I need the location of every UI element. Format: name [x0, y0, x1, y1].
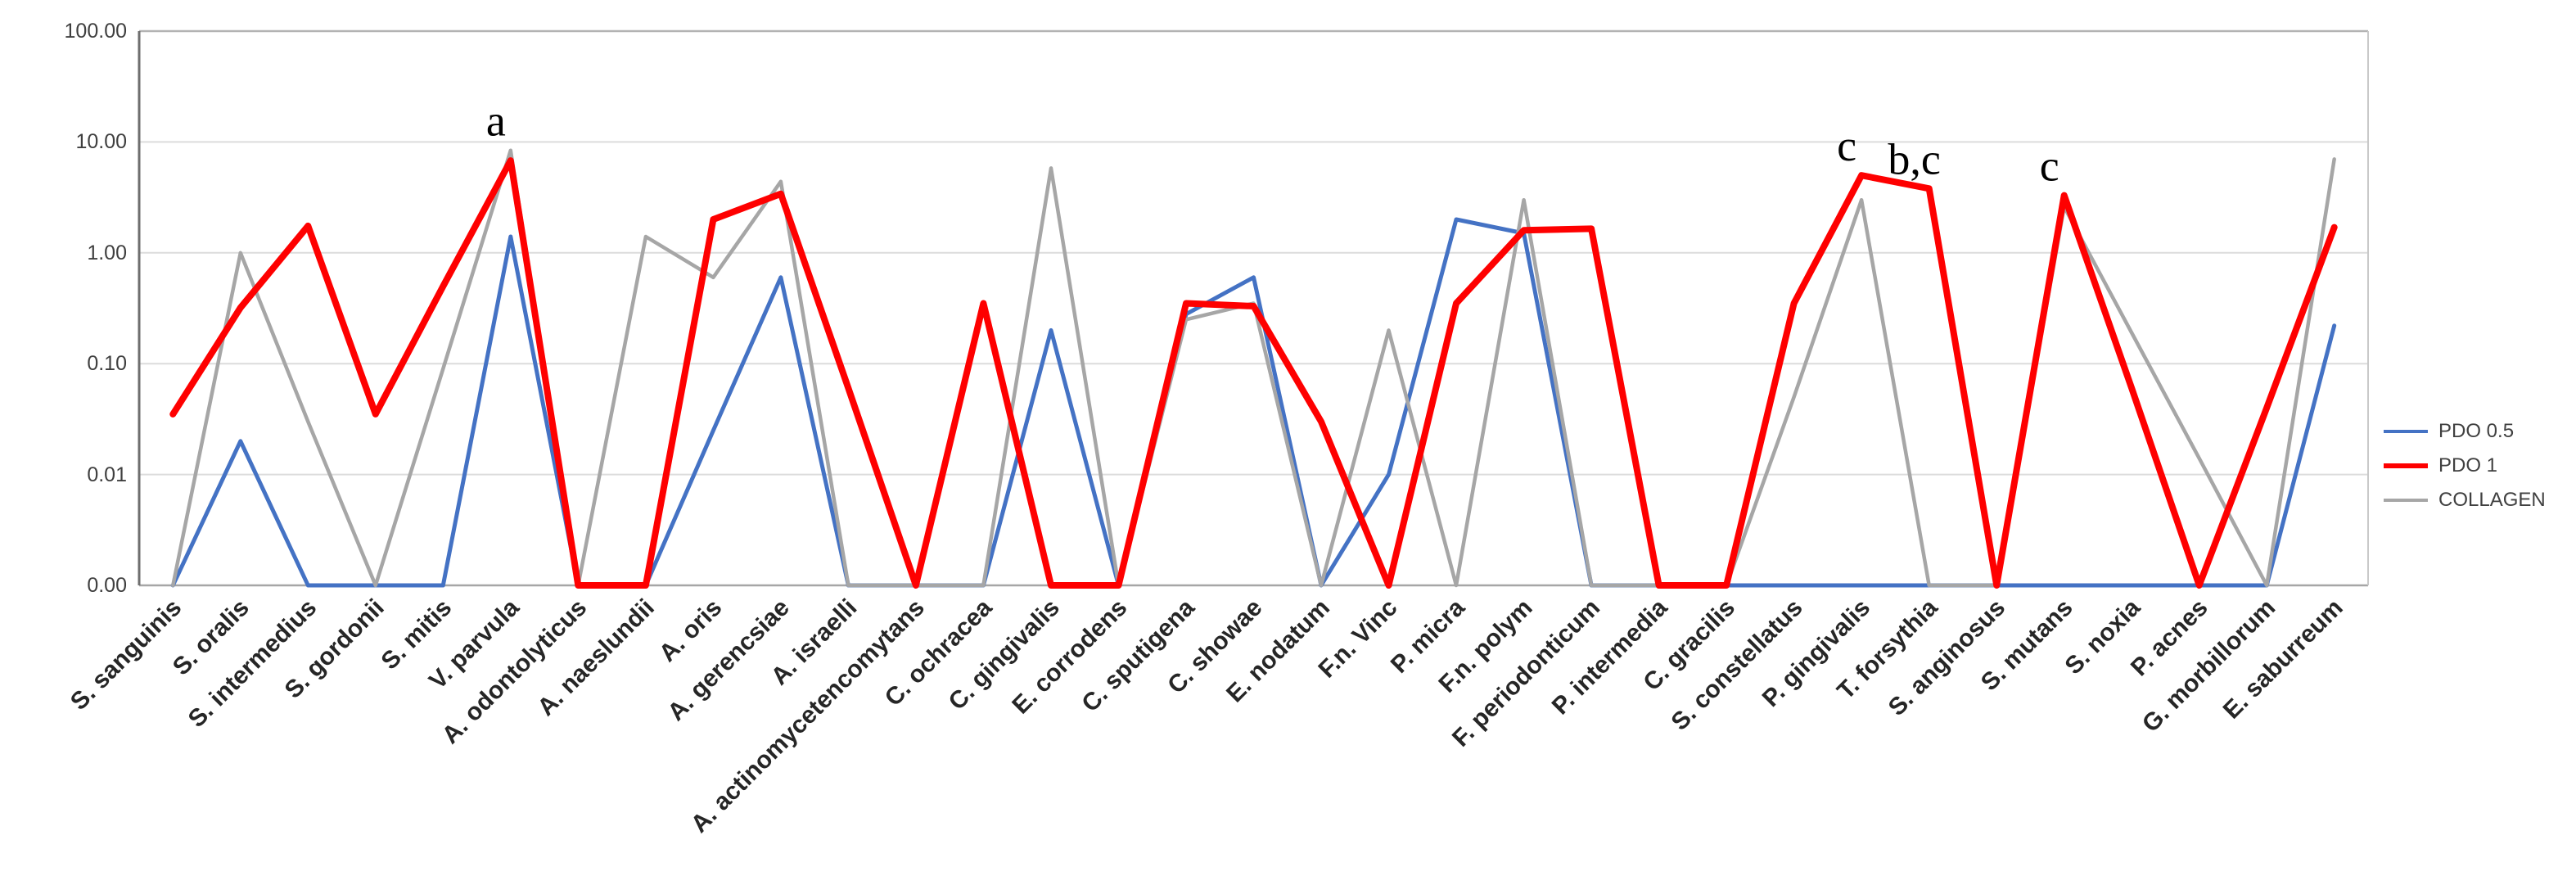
legend-label: PDO 1	[2438, 454, 2498, 476]
significance-annotation: a	[486, 97, 506, 146]
x-axis-label: S. anginosus	[1884, 594, 2010, 721]
legend-item-pdo-1: PDO 1	[2384, 454, 2546, 478]
x-axis-label: S. sanguinis	[65, 594, 187, 716]
y-tick-label: 10.00	[75, 130, 127, 153]
x-axis-label: E. saburreum	[2218, 594, 2348, 725]
significance-annotation: c	[2040, 142, 2059, 191]
y-tick-label: 100.00	[64, 20, 127, 43]
legend-label: PDO 0.5	[2438, 420, 2515, 442]
significance-annotation: c	[1837, 121, 1856, 170]
chart-legend: PDO 0.5 PDO 1 COLLAGEN	[2384, 419, 2546, 513]
significance-annotation: b,c	[1888, 134, 1940, 183]
y-tick-label: 1.00	[87, 242, 127, 264]
legend-label: COLLAGEN	[2438, 489, 2546, 511]
x-axis-label: A. naeslundii	[532, 594, 659, 721]
series-line-pdo-0-5	[170, 217, 2337, 588]
series-line-pdo-1	[169, 157, 2338, 589]
y-tick-label: 0.00	[87, 574, 127, 597]
legend-line-swatch	[2384, 499, 2428, 502]
y-tick-label: 0.10	[87, 352, 127, 375]
legend-line-swatch	[2384, 463, 2428, 468]
y-tick-label: 0.01	[87, 463, 127, 486]
legend-item-collagen: COLLAGEN	[2384, 488, 2546, 513]
x-axis-label: A. gerencsiae	[663, 594, 795, 726]
legend-line-swatch	[2384, 430, 2428, 433]
legend-item-pdo-05: PDO 0.5	[2384, 419, 2546, 444]
x-axis-label: P. intermedia	[1547, 594, 1673, 720]
